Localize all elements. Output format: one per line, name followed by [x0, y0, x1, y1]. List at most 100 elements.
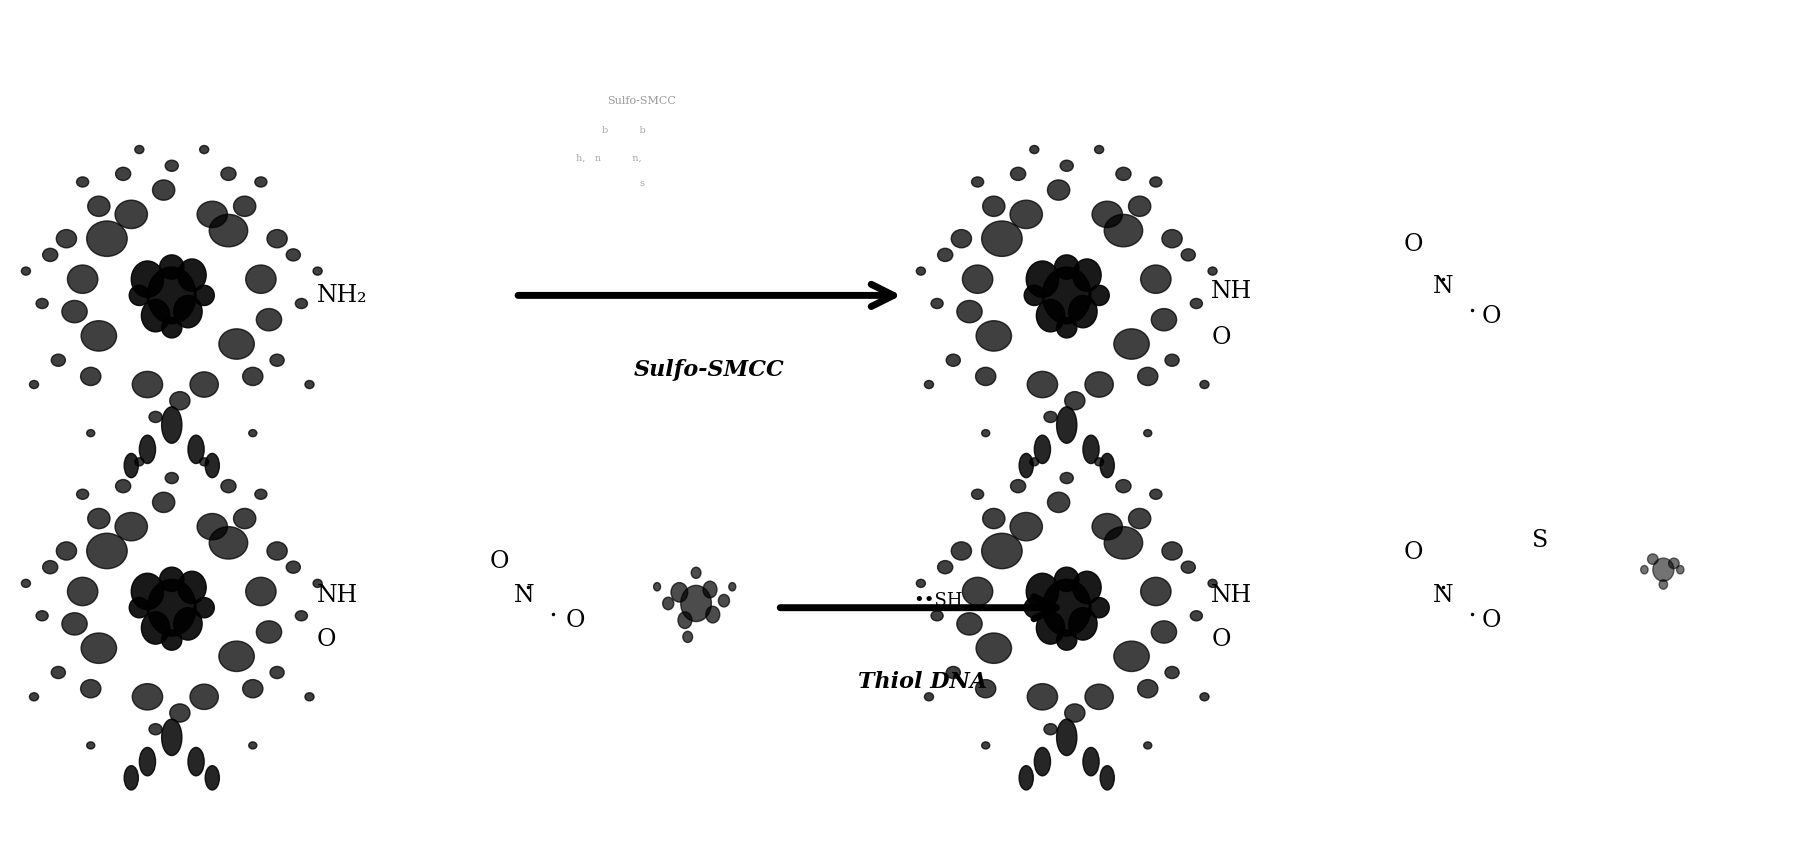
- Ellipse shape: [116, 512, 148, 541]
- Ellipse shape: [233, 508, 255, 528]
- Ellipse shape: [1064, 392, 1084, 410]
- Ellipse shape: [1115, 479, 1131, 493]
- Ellipse shape: [220, 479, 237, 493]
- Ellipse shape: [51, 667, 65, 679]
- Ellipse shape: [970, 490, 983, 500]
- Ellipse shape: [81, 367, 101, 386]
- Ellipse shape: [1046, 492, 1070, 512]
- Ellipse shape: [976, 367, 996, 386]
- Text: O: O: [316, 628, 336, 652]
- Ellipse shape: [161, 317, 183, 338]
- Ellipse shape: [164, 160, 179, 171]
- Ellipse shape: [87, 533, 126, 569]
- Ellipse shape: [1128, 508, 1149, 528]
- Ellipse shape: [728, 582, 735, 591]
- Ellipse shape: [67, 265, 98, 294]
- Ellipse shape: [190, 372, 219, 398]
- Ellipse shape: [1668, 558, 1679, 569]
- Ellipse shape: [148, 579, 195, 636]
- Ellipse shape: [161, 719, 183, 755]
- Ellipse shape: [139, 748, 155, 776]
- Ellipse shape: [1088, 285, 1109, 306]
- Ellipse shape: [1053, 567, 1079, 592]
- Ellipse shape: [286, 249, 300, 261]
- Ellipse shape: [923, 693, 932, 701]
- Ellipse shape: [51, 354, 65, 366]
- Ellipse shape: [938, 248, 952, 262]
- Ellipse shape: [1010, 167, 1025, 181]
- Ellipse shape: [1207, 579, 1216, 587]
- Ellipse shape: [188, 748, 204, 776]
- Ellipse shape: [1035, 300, 1064, 332]
- Ellipse shape: [1164, 354, 1178, 366]
- Text: O: O: [1482, 305, 1500, 328]
- Ellipse shape: [125, 453, 139, 478]
- Ellipse shape: [1068, 608, 1097, 640]
- Ellipse shape: [1180, 561, 1194, 573]
- Ellipse shape: [983, 196, 1005, 216]
- Ellipse shape: [1072, 259, 1100, 291]
- Ellipse shape: [1207, 267, 1216, 275]
- Ellipse shape: [1068, 295, 1097, 327]
- Ellipse shape: [190, 684, 219, 710]
- Ellipse shape: [1043, 723, 1057, 735]
- Text: O: O: [1482, 609, 1500, 632]
- Ellipse shape: [36, 611, 49, 621]
- Ellipse shape: [22, 267, 31, 275]
- Ellipse shape: [1023, 598, 1044, 618]
- Text: O: O: [1211, 628, 1231, 652]
- Ellipse shape: [1043, 411, 1057, 423]
- Ellipse shape: [1180, 249, 1194, 261]
- Ellipse shape: [22, 579, 31, 587]
- Ellipse shape: [43, 248, 58, 262]
- Ellipse shape: [961, 265, 992, 294]
- Ellipse shape: [1059, 160, 1073, 171]
- Ellipse shape: [923, 381, 932, 388]
- Ellipse shape: [173, 608, 202, 640]
- Ellipse shape: [1104, 214, 1142, 246]
- Ellipse shape: [255, 177, 267, 187]
- Ellipse shape: [128, 598, 150, 618]
- Ellipse shape: [976, 679, 996, 698]
- Ellipse shape: [89, 508, 110, 528]
- Ellipse shape: [1010, 200, 1043, 229]
- Ellipse shape: [1053, 255, 1079, 279]
- Ellipse shape: [141, 300, 170, 332]
- Ellipse shape: [683, 631, 692, 642]
- Ellipse shape: [177, 259, 206, 291]
- Ellipse shape: [1137, 679, 1156, 698]
- Text: O: O: [1404, 233, 1422, 257]
- Ellipse shape: [267, 542, 287, 560]
- Ellipse shape: [29, 381, 38, 388]
- Ellipse shape: [945, 354, 960, 366]
- Ellipse shape: [981, 533, 1021, 569]
- Ellipse shape: [313, 267, 322, 275]
- Ellipse shape: [1093, 145, 1102, 154]
- Ellipse shape: [654, 582, 660, 591]
- Ellipse shape: [132, 371, 163, 398]
- Ellipse shape: [1026, 261, 1059, 297]
- Ellipse shape: [141, 612, 170, 644]
- Ellipse shape: [1034, 436, 1050, 463]
- Ellipse shape: [1113, 641, 1149, 672]
- Ellipse shape: [1149, 490, 1162, 500]
- Ellipse shape: [246, 265, 276, 294]
- Text: NH: NH: [1211, 279, 1252, 303]
- Ellipse shape: [286, 561, 300, 573]
- Ellipse shape: [705, 606, 719, 623]
- Ellipse shape: [220, 167, 237, 181]
- Ellipse shape: [1055, 630, 1077, 650]
- Ellipse shape: [1023, 285, 1044, 306]
- Ellipse shape: [1035, 612, 1064, 644]
- Ellipse shape: [132, 684, 163, 710]
- Ellipse shape: [269, 354, 284, 366]
- Ellipse shape: [1084, 372, 1113, 398]
- Text: O: O: [1211, 326, 1231, 349]
- Ellipse shape: [197, 513, 228, 540]
- Ellipse shape: [956, 300, 981, 322]
- Ellipse shape: [1010, 512, 1043, 541]
- Ellipse shape: [1115, 167, 1131, 181]
- Ellipse shape: [159, 567, 184, 592]
- Ellipse shape: [219, 641, 255, 672]
- Ellipse shape: [313, 579, 322, 587]
